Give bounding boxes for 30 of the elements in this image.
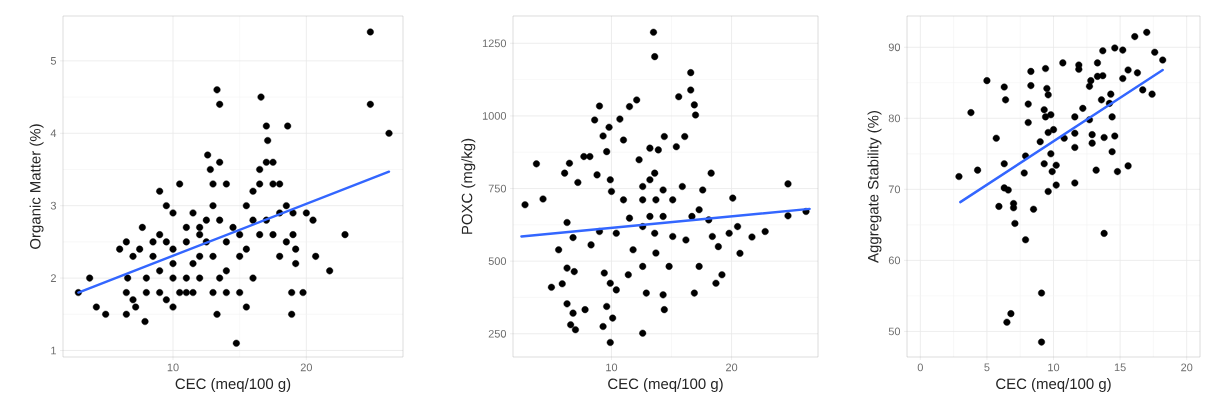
x-tick-label: 20 [726, 363, 738, 372]
y-tick-label: 1000 [482, 112, 507, 120]
x-tick-label: 10 [606, 363, 618, 372]
x-tick-label: 20 [300, 363, 312, 372]
y-axis-title: Aggregate Stability (%) [867, 111, 882, 263]
x-tick-label: 5 [984, 363, 990, 372]
y-tick-label: 250 [488, 329, 507, 338]
x-tick-label: 15 [1114, 363, 1126, 372]
x-axis-title: CEC (meq/100 g) [996, 378, 1111, 393]
y-tick-label: 50 [888, 327, 901, 336]
y-tick-label: 500 [488, 257, 507, 266]
y-tick-label: 5 [50, 57, 57, 65]
y-tick-label: 90 [888, 43, 901, 52]
x-tick-label: 0 [917, 363, 923, 372]
y-tick-label: 70 [888, 185, 901, 194]
y-axis-title: Organic Matter (%) [29, 124, 44, 249]
y-axis-title: POXC (mg/kg) [461, 138, 476, 234]
x-tick-label: 20 [1181, 363, 1193, 372]
y-tick-label: 1250 [482, 39, 507, 48]
y-tick-label: 1 [51, 346, 56, 355]
x-axis-title: CEC (meq/100 g) [175, 378, 291, 393]
x-axis-title: CEC (meq/100 g) [608, 378, 723, 393]
y-tick-label: 750 [488, 184, 507, 193]
y-tick-label: 4 [50, 129, 57, 138]
x-tick-label: 10 [1048, 363, 1060, 372]
y-tick-label: 3 [50, 201, 56, 210]
x-tick-label: 10 [167, 363, 179, 372]
y-tick-label: 80 [888, 114, 901, 123]
y-tick-label: 2 [50, 274, 56, 282]
y-tick-label: 60 [888, 256, 901, 265]
